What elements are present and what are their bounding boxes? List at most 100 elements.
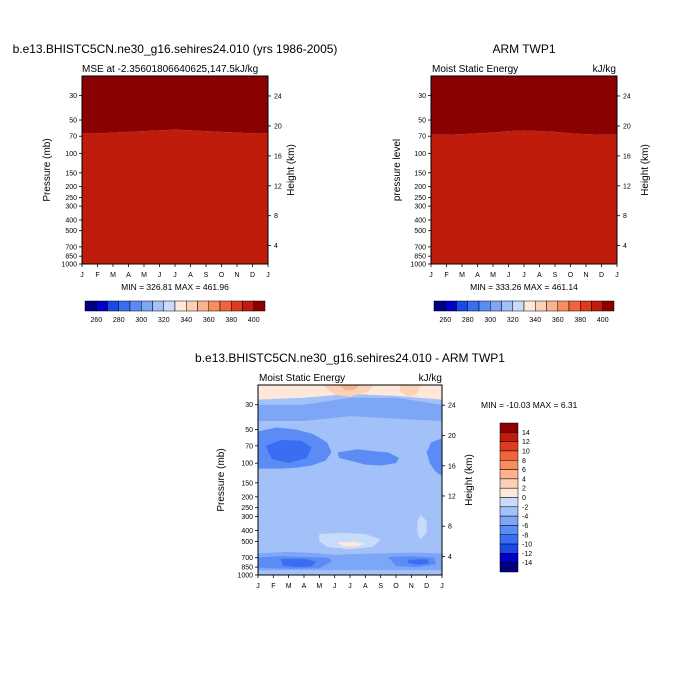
obs-colorbar-label-4: 340 [529,317,541,324]
diff-rtick-label-5: 4 [448,554,452,561]
diff-colorbar-swatch-9 [499,506,519,517]
model-band-top [82,76,268,134]
model-xtick-label-6: J [173,272,177,279]
model-colorbar-swatch-11 [208,300,221,312]
model-colorbar-swatch-9 [186,300,198,312]
model-colorbar-label-5: 360 [203,317,215,324]
obs-colorbar-swatch-7 [512,300,525,312]
diff-rtick-label-4: 8 [448,524,452,531]
model-colorbar-label-2: 300 [135,317,147,324]
model-colorbar-swatch-7 [163,300,176,312]
model-ytick-label-2: 70 [69,134,77,141]
model-colorbar: 260 280 300 320 340 360 380 400 [84,300,266,324]
diff-xtick-label-10: N [409,583,414,590]
model-xtick-label-8: S [204,272,209,279]
model-colorbar-swatch-2 [107,300,119,312]
diff-colorbar-swatch-15 [499,562,519,573]
model-xtick-label-12: J [266,272,270,279]
obs-ytick-label-6: 250 [414,195,426,202]
obs-rtick-label-0: 24 [623,93,631,100]
obs-band-top [431,76,617,135]
model-field [82,76,268,264]
obs-xtick-label-9: O [568,272,574,279]
obs-y-axis-label: pressure level [392,139,403,201]
diff-colorbar-swatch-11 [499,525,519,535]
diff-xtick-label-5: J [333,583,337,590]
obs-subtitle: Moist Static Energy [432,64,518,75]
diff-colorbar-label-1: 12 [522,439,530,446]
diff-ytick-label-5: 200 [241,494,253,501]
diff-blob-16 [399,385,421,397]
model-ytick-label-6: 250 [65,195,77,202]
obs-xtick-label-5: J [507,272,511,279]
obs-colorbar-swatch-13 [580,300,592,312]
obs-ytick-label-1: 50 [418,118,426,125]
model-xtick-label-10: N [234,272,239,279]
model-colorbar-swatch-12 [219,300,232,312]
diff-ytick-label-10: 700 [241,555,253,562]
diff-colorbar-label-4: 6 [522,467,526,474]
diff-ytick-label-9: 500 [241,539,253,546]
diff-ytick-label-11: 850 [241,565,253,572]
model-colorbar-swatch-6 [152,300,164,312]
model-xtick-label-3: A [126,272,131,279]
diff-colorbar-swatch-12 [499,534,519,545]
diff-ytick-label-8: 400 [241,528,253,535]
diff-colorbar-swatch-2 [499,441,519,452]
model-ytick-label-10: 700 [65,244,77,251]
panel-diff-mse: b.e13.BHISTC5CN.ne30_g16.sehires24.010 -… [195,351,578,590]
obs-colorbar-swatch-6 [501,300,513,312]
model-ytick-label-7: 300 [65,204,77,211]
diff-ytick-label-0: 30 [245,402,253,409]
diff-ytick-label-12: 1000 [237,573,253,580]
diff-blob-14 [322,385,373,397]
obs-colorbar-label-5: 360 [552,317,564,324]
diff-units: kJ/kg [419,373,442,384]
obs-colorbar-swatch-15 [602,300,615,312]
obs-colorbar-swatch-14 [591,300,603,312]
model-xtick-label-5: J [158,272,162,279]
diff-ytick-label-4: 150 [241,480,253,487]
obs-colorbar-swatch-0 [433,300,446,312]
obs-colorbar-swatch-11 [557,300,570,312]
diff-colorbar-label-3: 8 [522,458,526,465]
model-ytick-label-12: 1000 [61,262,77,269]
diff-blob-12 [258,397,442,422]
obs-ytick-label-4: 150 [414,170,426,177]
diff-xtick-label-3: A [302,583,307,590]
obs-ytick-label-11: 850 [414,254,426,261]
obs-colorbar-label-2: 300 [484,317,496,324]
obs-ytick-label-3: 100 [414,151,426,158]
model-subtitle: MSE at -2.35601806640625,147.5kJ/kg [82,64,258,75]
model-rtick-label-3: 12 [274,183,282,190]
model-right-axis-label: Height (km) [286,144,297,196]
diff-field [258,385,442,575]
model-band-400 [82,129,268,264]
diff-colorbar-label-11: -8 [522,532,528,539]
diff-colorbar-swatch-4 [499,460,519,470]
model-rtick-label-4: 8 [274,213,278,220]
diff-colorbar-swatch-6 [499,478,519,489]
obs-colorbar-swatch-10 [546,300,558,312]
obs-ytick-label-10: 700 [414,244,426,251]
diff-blob-2 [426,438,442,476]
obs-units: kJ/kg [593,64,616,75]
diff-xtick-label-4: M [316,583,322,590]
obs-ytick-label-0: 30 [418,93,426,100]
model-colorbar-label-6: 380 [225,317,237,324]
model-rtick-label-5: 4 [274,243,278,250]
model-colorbar-label-7: 400 [248,317,260,324]
diff-colorbar-label-6: 2 [522,486,526,493]
obs-rtick-label-1: 20 [623,123,631,130]
obs-colorbar-swatch-8 [523,300,536,312]
model-colorbar-swatch-0 [84,300,97,312]
diff-colorbar-swatch-5 [499,469,519,480]
obs-xtick-label-1: F [444,272,448,279]
obs-colorbar-swatch-12 [568,300,581,312]
panel-model-mse: b.e13.BHISTC5CN.ne30_g16.sehires24.010 (… [13,42,338,324]
obs-xtick-label-2: M [459,272,465,279]
obs-ytick-label-8: 400 [414,217,426,224]
model-rtick-label-2: 16 [274,153,282,160]
diff-colorbar-label-10: -6 [522,523,528,530]
